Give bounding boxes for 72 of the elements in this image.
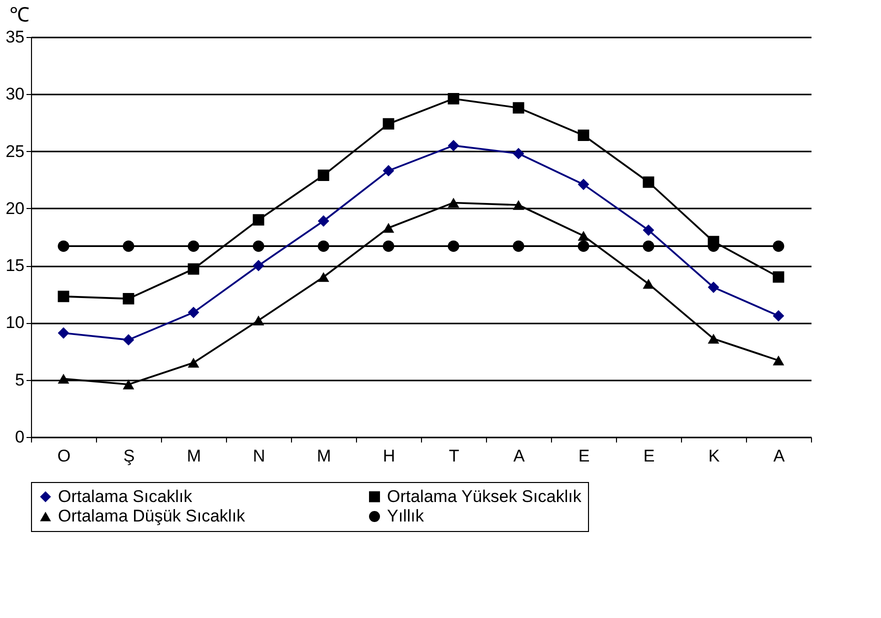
x-tick-label: N [252,446,266,466]
point [188,306,200,318]
y-tick-label: 15 [6,256,24,276]
point [188,240,200,252]
point [252,260,264,272]
point [642,240,654,252]
point [578,240,590,252]
point [578,178,590,190]
y-axis-title: ℃ [10,4,30,26]
point [448,240,460,252]
point [448,93,460,104]
point [318,170,330,181]
point [708,236,720,248]
point [382,222,394,233]
point [512,200,524,210]
point [708,282,720,293]
point [252,315,264,326]
point [188,358,200,368]
x-tick-label: M [316,446,332,466]
x-tick-label: E [578,446,590,466]
point [58,327,70,339]
x-tick-label: O [57,446,71,466]
point [382,118,394,130]
y-tick-label: 30 [6,84,24,104]
x-tick-label: T [448,446,460,466]
point [512,148,524,160]
point [188,263,200,275]
point [122,293,134,304]
point [122,240,134,252]
point [578,130,590,141]
point [252,214,264,226]
y-tick-label: 25 [6,142,24,161]
point [122,379,134,390]
legend-label: Ortalama Düşük Sıcaklık [58,506,246,526]
point [708,334,720,344]
y-tick-label: 35 [6,28,24,46]
x-tick-label: E [643,446,655,466]
point [318,240,330,252]
point [772,310,784,322]
x-tick-label: K [708,446,720,466]
point [58,290,70,302]
point [382,165,394,176]
x-tick-label: Ş [123,446,135,466]
point [642,224,654,236]
point [512,240,524,252]
point [318,215,330,227]
legend-label: Ortalama Yüksek Sıcaklık [387,486,582,506]
point [512,102,524,114]
point [772,355,784,366]
point [772,271,784,283]
point [382,240,394,252]
point [578,230,590,241]
x-tick-label: H [382,446,396,466]
y-tick-label: 5 [15,370,24,390]
x-tick-label: M [186,446,202,466]
y-tick-label: 20 [6,198,24,218]
point [58,240,70,252]
y-tick-label: 10 [6,313,24,332]
x-tick-label: A [773,446,786,466]
point [122,334,134,346]
point [642,278,654,289]
point [772,240,784,252]
point [642,176,654,188]
point [252,240,264,252]
y-tick-label: 0 [15,428,24,446]
x-tick-label: A [513,446,526,466]
point [448,140,460,152]
legend-label: Ortalama Sıcaklık [58,486,193,506]
legend-label: Yıllık [387,506,424,526]
point [448,198,460,208]
point [318,272,330,282]
point [58,374,70,384]
